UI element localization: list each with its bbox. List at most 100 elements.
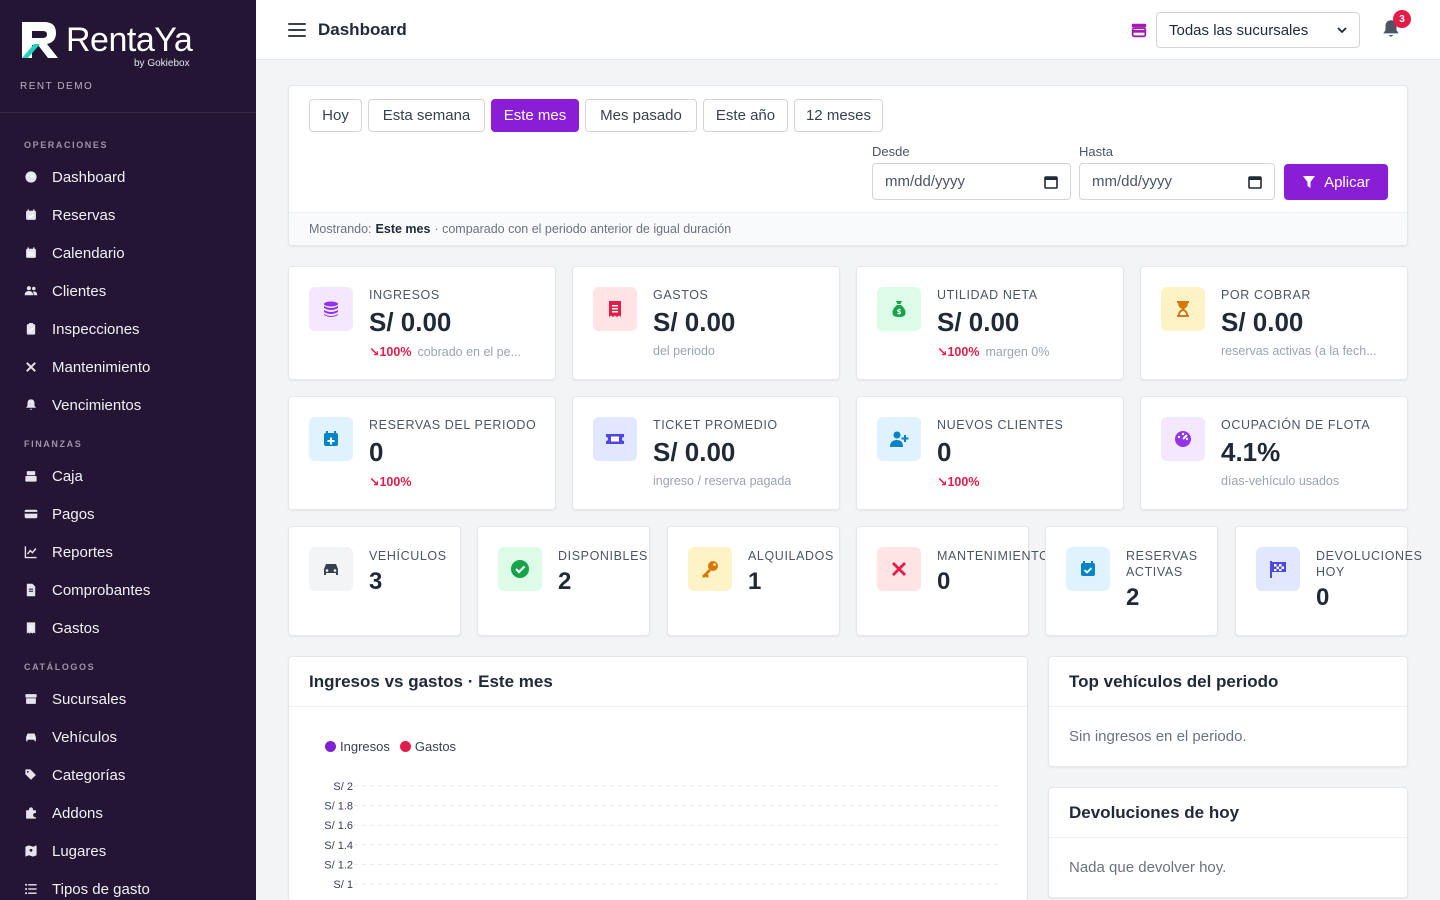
check-circle-icon (511, 560, 529, 578)
chart-title: Ingresos vs gastos · Este mes (289, 657, 1027, 707)
calendar-icon[interactable] (1248, 175, 1262, 189)
range-button[interactable]: Este mes (491, 99, 579, 132)
sidebar-item-reservas[interactable]: Reservas (0, 196, 256, 234)
chevron-down-icon (1337, 27, 1347, 34)
range-button[interactable]: Mes pasado (585, 99, 697, 132)
showing-note: · comparado con el periodo anterior de i… (434, 222, 732, 236)
receipt-icon (609, 301, 621, 317)
top-vehicles-card: Top vehículos del periodo Sin ingresos e… (1048, 656, 1408, 767)
kpi-sub: ↘100% margen 0% (937, 344, 1049, 359)
kpi-icon (309, 417, 353, 461)
fleet-value: 1 (748, 568, 762, 595)
kpi-icon (309, 287, 353, 331)
sidebar-item-lugares[interactable]: Lugares (0, 832, 256, 870)
sidebar-item-label: Mantenimiento (52, 358, 151, 376)
sidebar-item-label: Categorías (52, 766, 126, 784)
legend-item[interactable]: Gastos (399, 739, 456, 754)
sidebar-item-addons[interactable]: Addons (0, 794, 256, 832)
fleet-card: RESERVAS ACTIVAS 2 (1045, 526, 1218, 636)
sidebar-item-vencimientos[interactable]: Vencimientos (0, 386, 256, 424)
y-tick-label: S/ 1 (333, 879, 353, 891)
file-invoice-icon (26, 583, 36, 597)
nav-section-title: CATÁLOGOS (24, 662, 96, 672)
apply-button[interactable]: Aplicar (1284, 164, 1388, 200)
sidebar-item-mantenimiento[interactable]: Mantenimiento (0, 348, 256, 386)
to-label: Hasta (1079, 144, 1113, 159)
sidebar-item-categor-as[interactable]: Categorías (0, 756, 256, 794)
range-button[interactable]: Este año (703, 99, 788, 132)
users-icon (24, 286, 38, 296)
kpi-card: TICKET PROMEDIO S/ 0.00 ingreso / reserva … (572, 396, 840, 510)
coins-icon (324, 301, 338, 317)
kpi-icon (877, 417, 921, 461)
kpi-card: GASTOS S/ 0.00 del periodo (572, 266, 840, 380)
sidebar-item-clientes[interactable]: Clientes (0, 272, 256, 310)
range-button[interactable]: Hoy (309, 99, 362, 132)
sidebar-item-comprobantes[interactable]: Comprobantes (0, 571, 256, 609)
fleet-icon (688, 547, 732, 591)
from-label: Desde (872, 144, 910, 159)
sidebar-item-tipos-de-gasto[interactable]: Tipos de gasto (0, 870, 256, 900)
kpi-label: NUEVOS CLIENTES (937, 418, 1064, 432)
y-tick-label: S/ 2 (333, 781, 353, 793)
range-button[interactable]: 12 meses (794, 99, 883, 132)
page-title: Dashboard (318, 19, 407, 39)
kpi-label: RESERVAS DEL PERIODO (369, 418, 537, 432)
fleet-label: ALQUILADOS (748, 549, 834, 563)
puzzle-icon (26, 807, 36, 819)
sidebar-item-label: Reservas (52, 206, 116, 224)
cash-register-icon (25, 471, 37, 482)
brand-name: RentaYa (66, 21, 193, 59)
calendar-icon[interactable] (1044, 175, 1058, 189)
filter-summary: Mostrando: Este mes · comparado con el p… (289, 212, 1407, 245)
sidebar-item-gastos[interactable]: Gastos (0, 609, 256, 647)
kpi-label: UTILIDAD NETA (937, 288, 1038, 302)
notification-badge: 3 (1393, 10, 1411, 28)
sidebar-item-veh-culos[interactable]: Vehículos (0, 718, 256, 756)
range-button[interactable]: Esta semana (368, 99, 485, 132)
kpi-value: 4.1% (1221, 437, 1281, 467)
kpi-trend: ↘100% (369, 345, 412, 359)
from-date-input[interactable]: mm/dd/yyyy (872, 163, 1071, 200)
sidebar-item-dashboard[interactable]: Dashboard (0, 158, 256, 196)
sidebar-item-caja[interactable]: Caja (0, 457, 256, 495)
sidebar-item-label: Inspecciones (52, 320, 140, 338)
tools-icon (892, 562, 906, 576)
sidebar-item-reportes[interactable]: Reportes (0, 533, 256, 571)
kpi-card: RESERVAS DEL PERIODO 0 ↘100% (288, 396, 556, 510)
kpi-label: TICKET PROMEDIO (653, 418, 778, 432)
tools-icon (26, 362, 36, 372)
key-icon (702, 561, 718, 578)
menu-toggle-icon[interactable] (288, 22, 306, 37)
showing-value: Este mes (375, 222, 431, 236)
legend-item[interactable]: Ingresos (325, 739, 390, 754)
sidebar-item-inspecciones[interactable]: Inspecciones (0, 310, 256, 348)
receipt-icon (26, 622, 36, 634)
sidebar-item-calendario[interactable]: Calendario (0, 234, 256, 272)
gauge-icon (1175, 431, 1191, 447)
apply-button-label: Aplicar (1324, 173, 1370, 191)
fleet-label: VEHÍCULOS (369, 549, 447, 563)
kpi-sub: ↘100% (369, 474, 417, 489)
sidebar-item-pagos[interactable]: Pagos (0, 495, 256, 533)
credit-card-icon (24, 509, 38, 519)
branch-select[interactable]: Todas las sucursales (1156, 12, 1360, 48)
kpi-sub: ↘100% (937, 474, 985, 489)
sidebar-item-label: Calendario (52, 244, 125, 262)
sidebar-item-label: Reportes (52, 543, 113, 561)
sidebar-item-label: Dashboard (52, 168, 126, 186)
sidebar-item-sucursales[interactable]: Sucursales (0, 680, 256, 718)
fleet-card: DEVOLUCIONES HOY 0 (1235, 526, 1422, 636)
fleet-icon (1066, 547, 1110, 591)
brand-sub: RENT DEMO (20, 81, 94, 92)
to-date-input[interactable]: mm/dd/yyyy (1079, 163, 1275, 200)
calendar-plus-icon (324, 431, 338, 446)
fleet-icon (877, 547, 921, 591)
kpi-icon (593, 287, 637, 331)
kpi-value: S/ 0.00 (653, 307, 736, 337)
kpi-trend: ↘100% (937, 345, 980, 359)
svg-text:$: $ (897, 308, 902, 316)
bell-icon (26, 399, 36, 410)
kpi-note: cobrado en el pe... (417, 345, 521, 359)
kpi-value: 0 (369, 437, 384, 467)
